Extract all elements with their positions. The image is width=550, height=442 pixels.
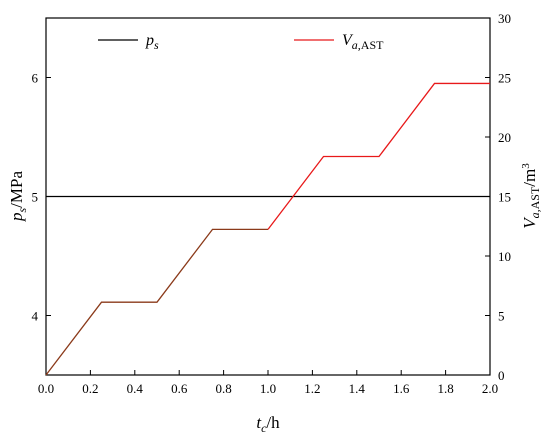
y-left-tick-label: 5 — [32, 190, 39, 205]
legend: ps Va,AST — [98, 32, 384, 52]
axis-ticks: 0.0 0.2 0.4 0.6 0.8 1.0 1.2 1.4 1.6 1.8 2.0 4 5 6 0 5 10… — [32, 11, 512, 396]
y-right-tick-label: 20 — [498, 130, 511, 145]
legend-label-main: p — [145, 32, 154, 49]
y-left-label-main: p — [7, 213, 26, 223]
y-right-label-suffix: /m — [520, 169, 539, 187]
series-line-v — [267, 82, 490, 230]
y-right-tick-label: 0 — [498, 368, 505, 383]
legend-label-main: V — [342, 32, 354, 49]
x-tick-label: 0.2 — [82, 381, 98, 396]
x-axis-label-main: t — [256, 413, 262, 432]
x-tick-label: 1.2 — [304, 381, 320, 396]
y-left-tick-label: 4 — [32, 309, 39, 324]
x-tick-label: 1.8 — [437, 381, 453, 396]
series-line-v-overlap — [45, 228, 268, 376]
y-right-label-sub2: AST — [528, 186, 542, 209]
y-left-axis-label: ps/MPa — [7, 171, 29, 222]
y-left-label-suffix: /MPa — [7, 171, 26, 208]
legend-label-sub2: AST — [361, 38, 384, 52]
x-axis-label-sub: c — [261, 421, 267, 435]
y-right-axis-label: Va,AST/m3 — [520, 163, 542, 229]
x-axis-label-suffix: /h — [266, 413, 280, 432]
x-tick-label: 0.8 — [215, 381, 231, 396]
legend-label: Va,AST — [342, 32, 384, 52]
y-right-tick-label: 5 — [498, 309, 505, 324]
y-right-tick-label: 30 — [498, 11, 511, 26]
y-right-tick-label: 25 — [498, 71, 511, 86]
x-tick-label: 1.6 — [393, 381, 410, 396]
y-right-tick-label: 10 — [498, 249, 511, 264]
legend-label-sub: s — [154, 38, 159, 52]
y-left-label-sub: s — [15, 208, 29, 213]
legend-label-sub: a, — [352, 38, 361, 52]
legend-label: ps — [145, 32, 159, 52]
y-right-label-main: V — [520, 216, 539, 229]
series-lines — [45, 82, 490, 376]
y-right-tick-label: 15 — [498, 190, 511, 205]
x-tick-label: 1.0 — [260, 381, 276, 396]
y-right-label-sub: a, — [528, 209, 542, 218]
x-tick-label: 0.0 — [38, 381, 54, 396]
y-left-tick-label: 6 — [32, 71, 39, 86]
x-tick-label: 0.6 — [171, 381, 188, 396]
x-tick-label: 0.4 — [127, 381, 144, 396]
x-tick-label: 2.0 — [482, 381, 498, 396]
x-tick-label: 1.4 — [349, 381, 366, 396]
y-right-label-sup: 3 — [520, 163, 532, 169]
x-axis-label: tc/h — [256, 413, 280, 435]
